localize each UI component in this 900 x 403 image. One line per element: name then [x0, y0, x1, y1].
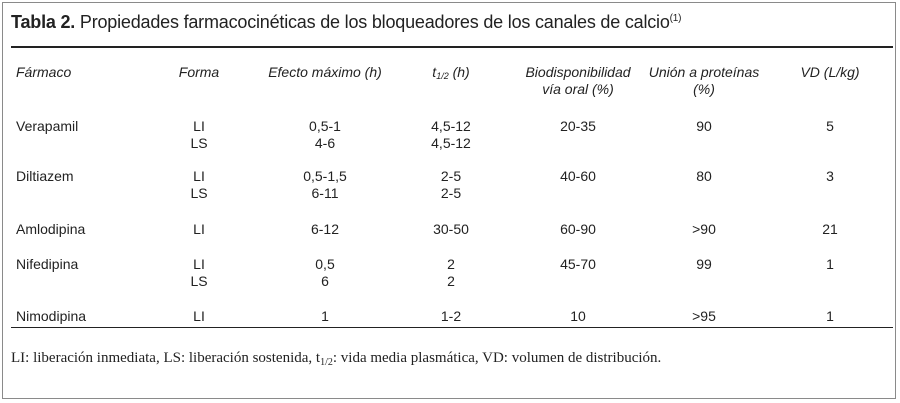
row-forma-value: LI — [193, 256, 205, 272]
bottom-rule — [11, 327, 893, 328]
row-efecto: 1 — [321, 308, 329, 325]
header-union-line2: (%) — [693, 81, 715, 97]
row-farmaco: Nifedipina — [16, 256, 79, 272]
row-efecto-value: 4-6 — [314, 135, 336, 151]
row-forma: LI LS — [190, 256, 207, 290]
header-bio-line1: Biodisponibilidad — [525, 64, 631, 80]
row-vd: 1 — [826, 308, 834, 324]
row-forma-value: LS — [190, 135, 208, 151]
row-vd: 21 — [822, 221, 838, 237]
table-title-text: Propiedades farmacocinéticas de los bloq… — [75, 12, 670, 32]
row-union: >90 — [692, 221, 716, 237]
header-t-rest: (h) — [448, 64, 470, 80]
row-efecto-value: 0,5-1,5 — [303, 168, 347, 184]
row-t-value: 1-2 — [440, 308, 462, 324]
row-bio: 20-35 — [560, 118, 596, 134]
row-union: 99 — [696, 256, 712, 272]
row-forma-value: LI — [193, 308, 205, 324]
table-label: Tabla 2. — [11, 12, 76, 32]
header-biodisponibilidad: Biodisponibilidad vía oral (%) — [525, 64, 630, 98]
row-bio: 10 — [570, 308, 586, 324]
row-efecto: 0,5-1,5 6-11 — [303, 168, 347, 202]
row-bio: 40-60 — [560, 168, 596, 184]
footnote-part1: LI: liberación inmediata, LS: liberación… — [11, 350, 321, 366]
row-efecto: 0,5-1 4-6 — [309, 118, 341, 152]
footnote-part2: : vida media plasmática, VD: volumen de … — [332, 350, 662, 366]
row-t-half: 4,5-12 4,5-12 — [431, 118, 471, 152]
header-vd: VD (L/kg) — [800, 64, 860, 80]
row-t-half: 2-5 2-5 — [441, 168, 461, 202]
header-efecto: Efecto máximo (h) — [268, 64, 382, 80]
row-t-value: 2-5 — [440, 185, 462, 201]
row-forma: LI — [193, 221, 205, 238]
header-union-line1: Unión a proteínas — [648, 64, 760, 80]
row-farmaco: Nimodipina — [16, 308, 87, 324]
row-t-value: 4,5-12 — [431, 118, 471, 134]
row-t-value: 30-50 — [433, 221, 469, 237]
row-farmaco: Amlodipina — [16, 221, 86, 237]
row-efecto: 6-12 — [311, 221, 339, 238]
row-t-value: 2-5 — [440, 168, 462, 184]
header-forma: Forma — [178, 64, 220, 80]
row-forma: LI LS — [190, 118, 207, 152]
row-forma-value: LI — [193, 221, 205, 237]
row-efecto-value: 0,5-1 — [309, 118, 341, 134]
row-efecto-value: 1 — [321, 308, 329, 324]
header-farmaco: Fármaco — [16, 64, 72, 80]
row-bio: 45-70 — [560, 256, 596, 272]
row-forma-value: LS — [190, 185, 208, 201]
row-bio: 60-90 — [560, 221, 596, 237]
row-forma-value: LS — [190, 273, 208, 289]
header-t-main: t — [432, 64, 437, 80]
row-efecto-value: 0,5 — [315, 256, 335, 272]
row-forma: LI — [193, 308, 205, 325]
row-union: >95 — [692, 308, 716, 324]
footnote-sub: 1/2 — [320, 357, 333, 368]
row-efecto-value: 6-11 — [311, 185, 339, 201]
row-forma-value: LI — [193, 118, 205, 134]
header-bio-line2: vía oral (%) — [542, 81, 614, 97]
row-efecto: 0,5 6 — [315, 256, 334, 290]
table-footnote: LI: liberación inmediata, LS: liberación… — [11, 350, 661, 368]
row-t-value: 4,5-12 — [431, 135, 471, 151]
row-forma: LI LS — [190, 168, 207, 202]
row-t-value: 2 — [447, 273, 455, 289]
table-frame — [2, 2, 896, 399]
row-t-half: 30-50 — [433, 221, 469, 238]
header-t-sub: 1/2 — [436, 71, 449, 81]
table-title: Tabla 2. Propiedades farmacocinéticas de… — [11, 12, 681, 33]
row-vd: 5 — [826, 118, 834, 134]
row-forma-value: LI — [193, 168, 205, 184]
header-t-half: t1/2 (h) — [432, 64, 469, 85]
top-rule — [11, 46, 893, 48]
reference-marker: (1) — [669, 13, 682, 24]
row-farmaco: Verapamil — [16, 118, 79, 134]
row-efecto-value: 6-12 — [310, 221, 340, 237]
row-t-half: 1-2 — [441, 308, 461, 325]
row-farmaco: Diltiazem — [16, 168, 74, 184]
row-t-value: 2 — [447, 256, 455, 272]
row-vd: 3 — [826, 168, 834, 184]
row-union: 80 — [696, 168, 712, 184]
row-vd: 1 — [826, 256, 834, 272]
row-union: 90 — [696, 118, 712, 134]
header-union-proteinas: Unión a proteínas (%) — [649, 64, 760, 98]
row-efecto-value: 6 — [321, 273, 329, 289]
